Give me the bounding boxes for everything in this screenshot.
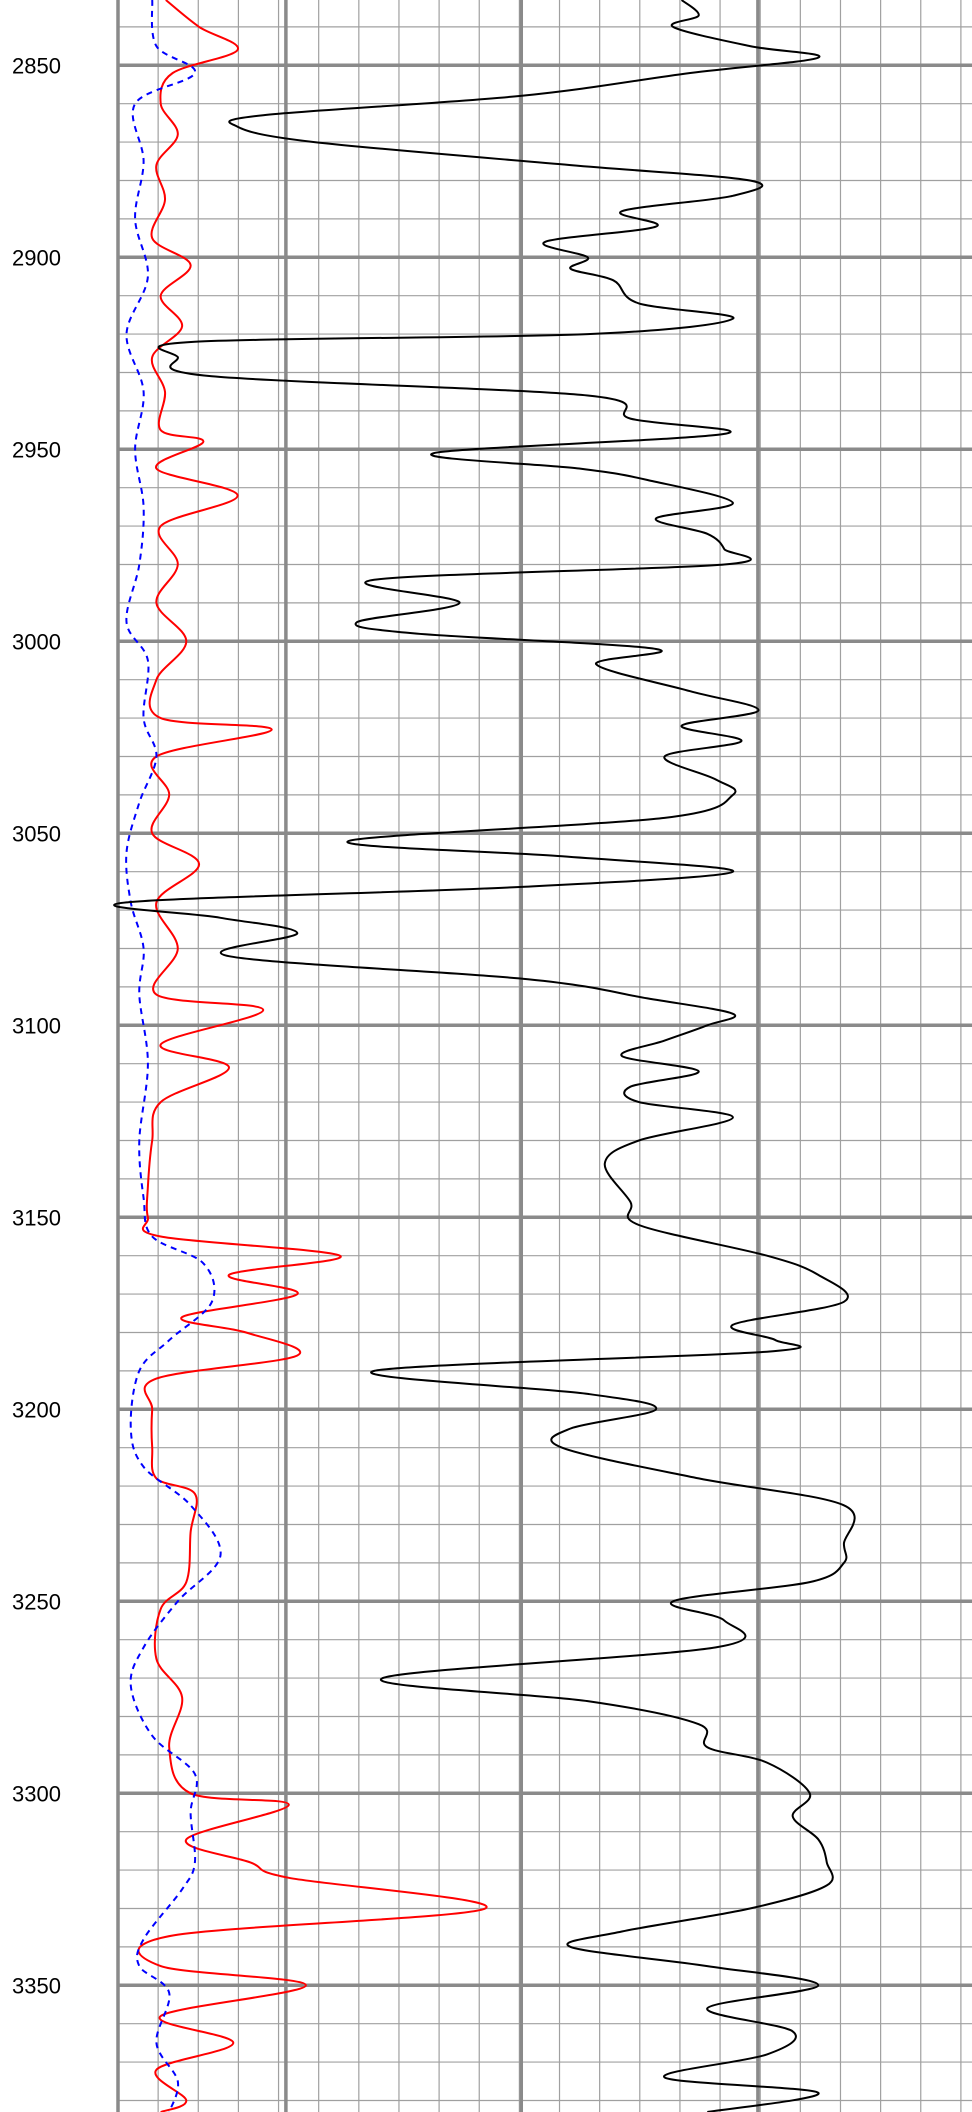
- depth-tick-label: 2950: [12, 437, 61, 462]
- red-curve: [137, 0, 488, 2112]
- depth-tick-label: 3000: [12, 629, 61, 654]
- blue-dashed-curve: [125, 0, 222, 2112]
- depth-tick-label: 3100: [12, 1013, 61, 1038]
- depth-tick-label: 2900: [12, 245, 61, 270]
- depth-tick-label: 3250: [12, 1589, 61, 1614]
- depth-tick-label: 3200: [12, 1397, 61, 1422]
- log-curves: [113, 0, 856, 2112]
- depth-tick-label: 3050: [12, 821, 61, 846]
- depth-tick-label: 3350: [12, 1973, 61, 1998]
- black-curve: [113, 0, 856, 2112]
- depth-tick-label: 2850: [12, 53, 61, 78]
- major-grid: [116, 0, 972, 2112]
- depth-axis: 2850 2900 2950 3000 3050 3100 3150 3200 3250 3300…: [12, 53, 61, 1998]
- depth-tick-label: 3300: [12, 1781, 61, 1806]
- depth-tick-label: 3150: [12, 1205, 61, 1230]
